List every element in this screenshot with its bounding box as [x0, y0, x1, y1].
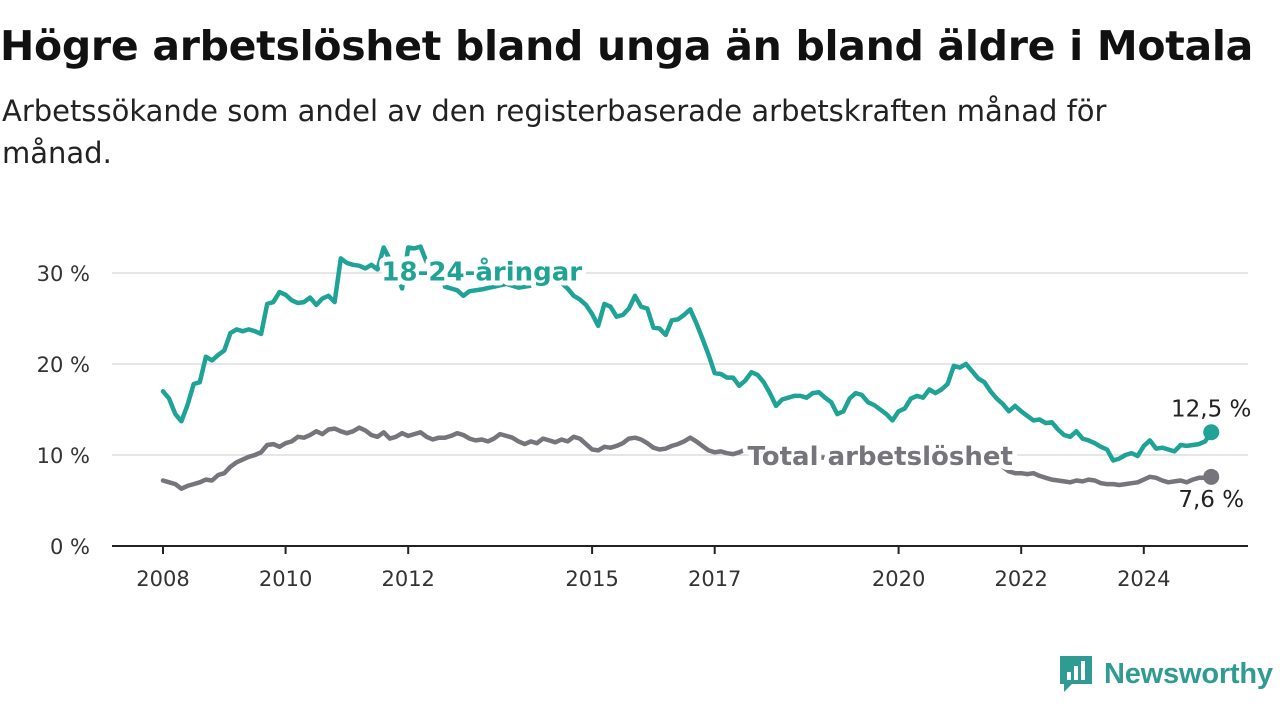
x-tick-label: 2015: [565, 567, 618, 591]
series-line-total: [160, 425, 1214, 491]
series-lines: [160, 244, 1220, 491]
x-tick-label: 2010: [259, 567, 312, 591]
y-axis: 0 % 10 % 20 % 30 %: [37, 262, 90, 559]
end-value-label: 7,6 %: [1178, 487, 1244, 513]
x-tick-label: 2017: [688, 567, 741, 591]
brand-name: Newsworthy: [1104, 657, 1273, 690]
x-tick-label: 2022: [994, 567, 1047, 591]
series-end-point: [1203, 424, 1220, 441]
x-tick-label: 2020: [872, 567, 925, 591]
x-tick-label: 2008: [136, 567, 189, 591]
page-subtitle: Arbetssökande som andel av den registerb…: [2, 94, 1107, 170]
series-name-label: Total arbetslöshet: [747, 442, 1012, 472]
series-end-point: [1203, 468, 1220, 485]
y-tick-label: 20 %: [37, 353, 90, 377]
y-tick-label: 0 %: [50, 535, 90, 559]
series-name-label: 18-24-åringar: [381, 255, 582, 287]
series-labels: 18-24-åringar Total arbetslöshet 12,5 % 7,6…: [376, 250, 1251, 513]
y-tick-label: 10 %: [37, 444, 90, 468]
x-tick-label: 2024: [1117, 567, 1170, 591]
page-title: Högre arbetslöshet bland unga än bland ä…: [0, 22, 1253, 70]
x-tick-label: 2012: [381, 567, 434, 591]
brand-logo: Newsworthy: [1058, 654, 1273, 694]
x-axis: 2008 2010 2012 2015 2017 2020 2022 2024: [112, 545, 1248, 591]
series-line-youth: [160, 244, 1214, 463]
grid: [112, 272, 1248, 456]
end-value-label: 12,5 %: [1171, 396, 1251, 422]
newsworthy-logo-icon: [1060, 656, 1092, 692]
y-tick-label: 30 %: [37, 262, 90, 286]
